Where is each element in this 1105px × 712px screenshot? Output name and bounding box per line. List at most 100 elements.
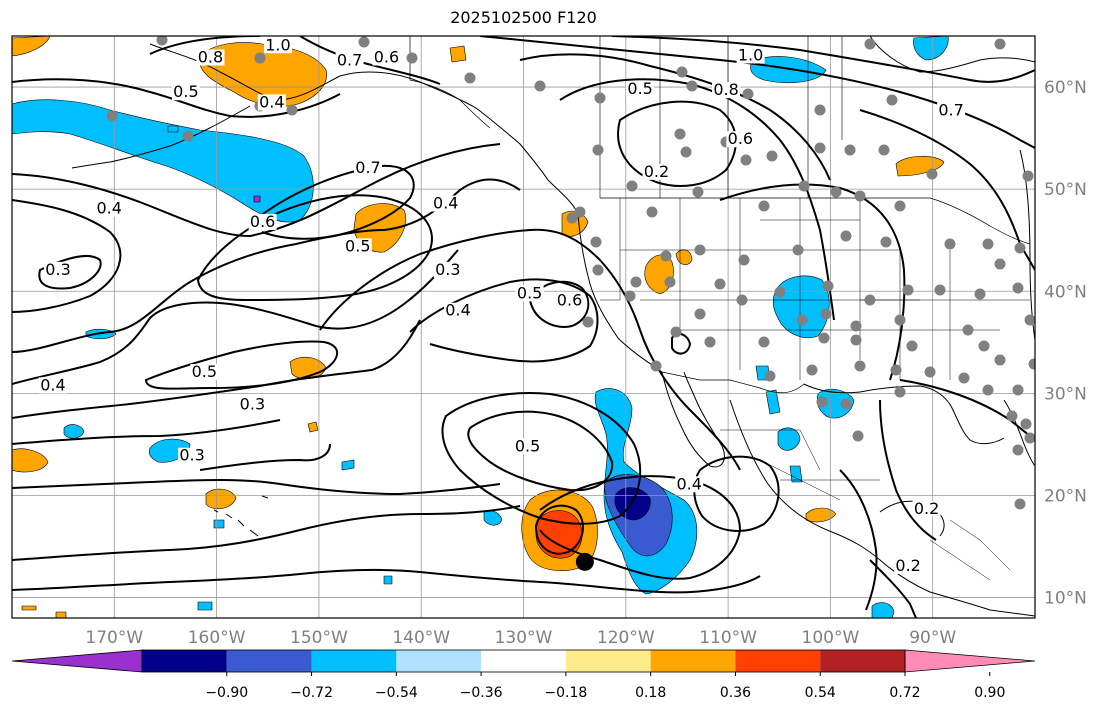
colorbar-tick-label: −0.54	[375, 685, 418, 701]
contour-16	[409, 278, 599, 363]
station-marker	[894, 200, 906, 212]
contour-12	[12, 479, 501, 496]
contour-label: 0.8	[713, 80, 738, 99]
station-marker	[806, 364, 818, 376]
station-marker	[854, 190, 866, 202]
station-marker	[582, 316, 594, 328]
contour-label-bg	[513, 438, 542, 455]
colorbar	[11, 649, 1036, 673]
station-marker	[926, 168, 938, 180]
station-marker	[962, 324, 974, 336]
contour-label: 0.5	[627, 79, 652, 98]
station-marker	[406, 52, 418, 64]
coast-uswest	[577, 213, 663, 373]
border-mexico-states	[720, 429, 880, 501]
contour-label-bg	[736, 47, 765, 64]
station-marker	[994, 38, 1006, 50]
station-marker	[934, 284, 946, 296]
colorbar-frame	[141, 649, 906, 673]
fill-orange-alaska	[199, 42, 327, 107]
station-marker	[358, 36, 370, 48]
contour-label: 0.6	[250, 212, 275, 231]
fill-orange-canada	[895, 155, 945, 177]
station-marker	[736, 294, 748, 306]
contour-label: 0.3	[179, 446, 204, 465]
fill-blue-gulf2	[789, 465, 803, 483]
coast-bc	[547, 179, 577, 211]
lon-label: 170°W	[85, 628, 143, 648]
contour-22	[693, 455, 780, 532]
fill-blue-cam	[871, 602, 895, 618]
colorbar-segment	[820, 650, 905, 672]
contour-label-bg	[626, 81, 655, 98]
station-marker	[1012, 384, 1024, 396]
colorbar-segment	[565, 650, 651, 672]
station-marker	[906, 340, 918, 352]
contour-label-bg	[196, 49, 225, 66]
contour-label: 0.5	[345, 236, 370, 255]
contour-7	[12, 249, 459, 385]
contour-label-bg	[95, 200, 124, 217]
map-frame	[11, 35, 1036, 619]
contour-label: 0.4	[40, 375, 65, 394]
station-marker	[664, 276, 676, 288]
station-marker	[686, 80, 698, 92]
contour-label: 0.7	[355, 158, 380, 177]
station-marker	[944, 238, 956, 250]
contour-label-bg	[555, 292, 584, 309]
lat-label: 50°N	[1044, 180, 1087, 200]
contour-label-bg	[726, 131, 755, 148]
lon-label: 100°W	[802, 628, 860, 648]
station-marker	[878, 144, 890, 156]
contour-label-bg	[433, 261, 462, 278]
fill-orange-ak-top	[449, 45, 467, 63]
contour-label: 0.7	[337, 51, 362, 70]
station-marker	[626, 180, 638, 192]
station-marker	[894, 314, 906, 326]
contour-32	[869, 559, 917, 618]
station-marker	[738, 254, 750, 266]
contour-label: 0.8	[198, 48, 223, 67]
lon-label: 130°W	[495, 628, 553, 648]
contour-25	[559, 78, 835, 321]
fill-blue-purple-dot	[253, 195, 261, 203]
fill-orange-sw3	[205, 488, 237, 510]
contour-label: 1.0	[738, 45, 763, 64]
station-marker	[742, 88, 754, 100]
lat-label: 10°N	[1044, 589, 1087, 609]
contour-label-bg	[248, 213, 277, 230]
station-marker	[774, 286, 786, 298]
storm-center-marker	[575, 552, 594, 571]
contour-label-bg	[263, 37, 292, 54]
contour-label: 0.5	[192, 362, 217, 381]
lat-label: 60°N	[1044, 78, 1087, 98]
station-marker	[894, 386, 906, 398]
contour-label: 0.5	[515, 437, 540, 456]
station-marker	[880, 236, 892, 248]
fill-blue-mex2	[765, 389, 781, 415]
graticule	[12, 36, 1035, 618]
lon-label: 120°W	[597, 628, 655, 648]
coast-gulf	[803, 383, 1005, 445]
station-marker	[592, 144, 604, 156]
station-marker	[766, 150, 778, 162]
station-marker	[694, 308, 706, 320]
coast-hudson	[869, 36, 1035, 73]
station-marker	[886, 94, 898, 106]
fill-orange-sw5	[21, 605, 37, 611]
contour-11	[199, 443, 331, 471]
contour-8	[144, 340, 338, 390]
contour-28	[719, 183, 906, 381]
contour-label-bg	[38, 377, 67, 394]
station-marker	[840, 398, 852, 410]
contour-label: 0.7	[938, 101, 963, 120]
station-marker	[796, 314, 808, 326]
station-marker	[740, 154, 752, 166]
station-marker	[974, 288, 986, 300]
station-marker	[798, 180, 810, 192]
contour-label: 0.6	[374, 48, 399, 67]
contour-label-bg	[675, 476, 704, 493]
contour-9	[12, 319, 421, 419]
contour-18	[441, 391, 642, 525]
lat-label: 30°N	[1044, 384, 1087, 404]
